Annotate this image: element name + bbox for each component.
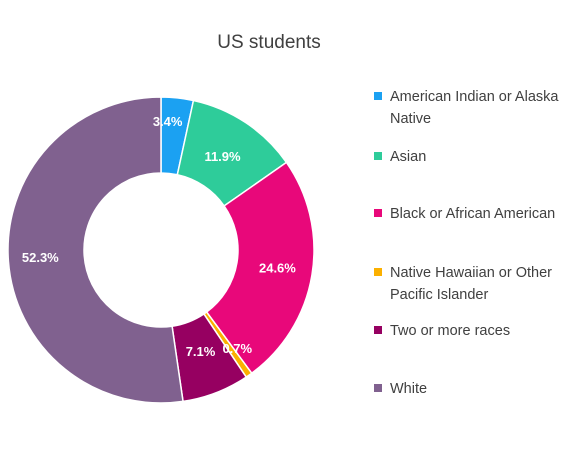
slice-data-label: 52.3% [22,250,59,265]
legend-swatch [374,209,382,217]
chart-title: US students [217,32,321,53]
slice-data-label: 24.6% [259,261,296,276]
slice-data-label: 11.9% [204,149,241,164]
legend-label: American Indian or Alaska Native [390,89,559,127]
donut-slice-3 [205,161,315,375]
donut-slice-6 [7,96,184,404]
legend-swatch [374,268,382,276]
legend-label: Black or African American [390,206,556,222]
legend-label: Two or more races [390,323,511,339]
slice-data-label: 3.4% [153,114,183,129]
slice-data-label: 7.1% [186,344,216,359]
legend-swatch [374,92,382,100]
slice-data-label: 0.7% [222,341,252,356]
legend-label: Asian [390,149,427,165]
legend-label: Native Hawaiian or Other Pacific Islande… [390,265,552,303]
legend-swatch [374,384,382,392]
legend-swatch [374,152,382,160]
legend-label: White [390,381,428,397]
legend-swatch [374,326,382,334]
